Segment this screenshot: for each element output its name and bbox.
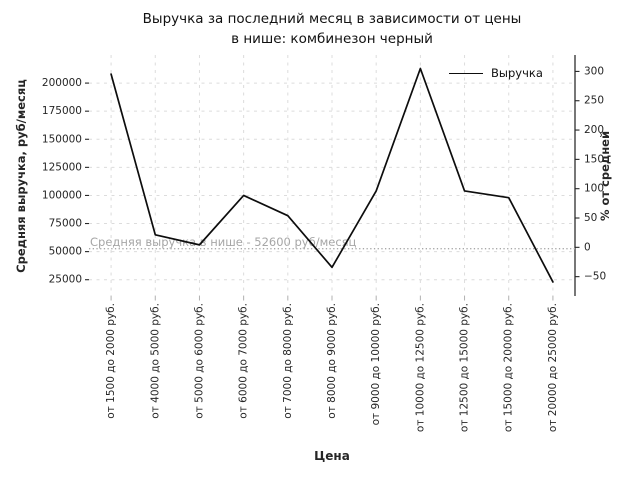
revenue-line (110, 67, 554, 283)
x-tick-label: от 9000 до 10000 руб. (370, 303, 382, 425)
x-tick-label: от 20000 до 25000 руб. (547, 303, 559, 432)
chart-title: Выручка за последний месяц в зависимости… (24, 9, 640, 49)
y-tick-label-left: 25000 (49, 274, 82, 286)
y-tick-label-left: 150000 (42, 133, 82, 145)
chart-title-line1: Выручка за последний месяц в зависимости… (142, 11, 522, 27)
y-tick-label-right: 50 (584, 212, 597, 224)
x-tick-label: от 4000 до 5000 руб. (149, 303, 161, 419)
y-tick-label-left: 200000 (42, 77, 82, 89)
x-tick-label: от 15000 до 20000 руб. (503, 303, 515, 432)
legend-line-sample (449, 72, 483, 74)
x-tick-label: от 1500 до 2000 руб. (105, 303, 117, 419)
average-line-annotation: Средняя выручка в нише - 52600 руб/месяц (90, 235, 357, 249)
y-tick-label-right: 150 (584, 153, 604, 165)
y-tick-label-right: 300 (584, 65, 604, 77)
y-tick-label-right: 250 (584, 95, 604, 107)
x-tick-label: от 10000 до 12500 руб. (414, 303, 426, 432)
y-tick-label-left: 75000 (49, 218, 82, 230)
y-tick-label-right: 200 (584, 124, 604, 136)
y-tick-label-right: 100 (584, 183, 604, 195)
x-tick-label: от 5000 до 6000 руб. (193, 303, 205, 419)
y-axis-label-right: % от средней (598, 130, 612, 222)
y-axis-label-left: Средняя выручка, руб/месяц (14, 79, 28, 273)
y-tick-label-right: −50 (584, 271, 606, 283)
y-tick-label-left: 50000 (49, 246, 82, 258)
x-tick-label: от 8000 до 9000 руб. (326, 303, 338, 419)
y-tick-label-left: 175000 (42, 105, 82, 117)
y-tick-label-right: 0 (584, 241, 591, 253)
x-axis-label: Цена (314, 449, 350, 463)
x-tick-label: от 6000 до 7000 руб. (238, 303, 250, 419)
y-tick-label-left: 100000 (42, 189, 82, 201)
chart-title-line2: в нише: комбинезон черный (231, 31, 433, 47)
x-tick-label: от 12500 до 15000 руб. (459, 303, 471, 432)
legend-label: Выручка (491, 66, 543, 80)
y-tick-label-left: 125000 (42, 161, 82, 173)
legend: Выручка (449, 66, 543, 80)
x-tick-label: от 7000 до 8000 руб. (282, 303, 294, 419)
